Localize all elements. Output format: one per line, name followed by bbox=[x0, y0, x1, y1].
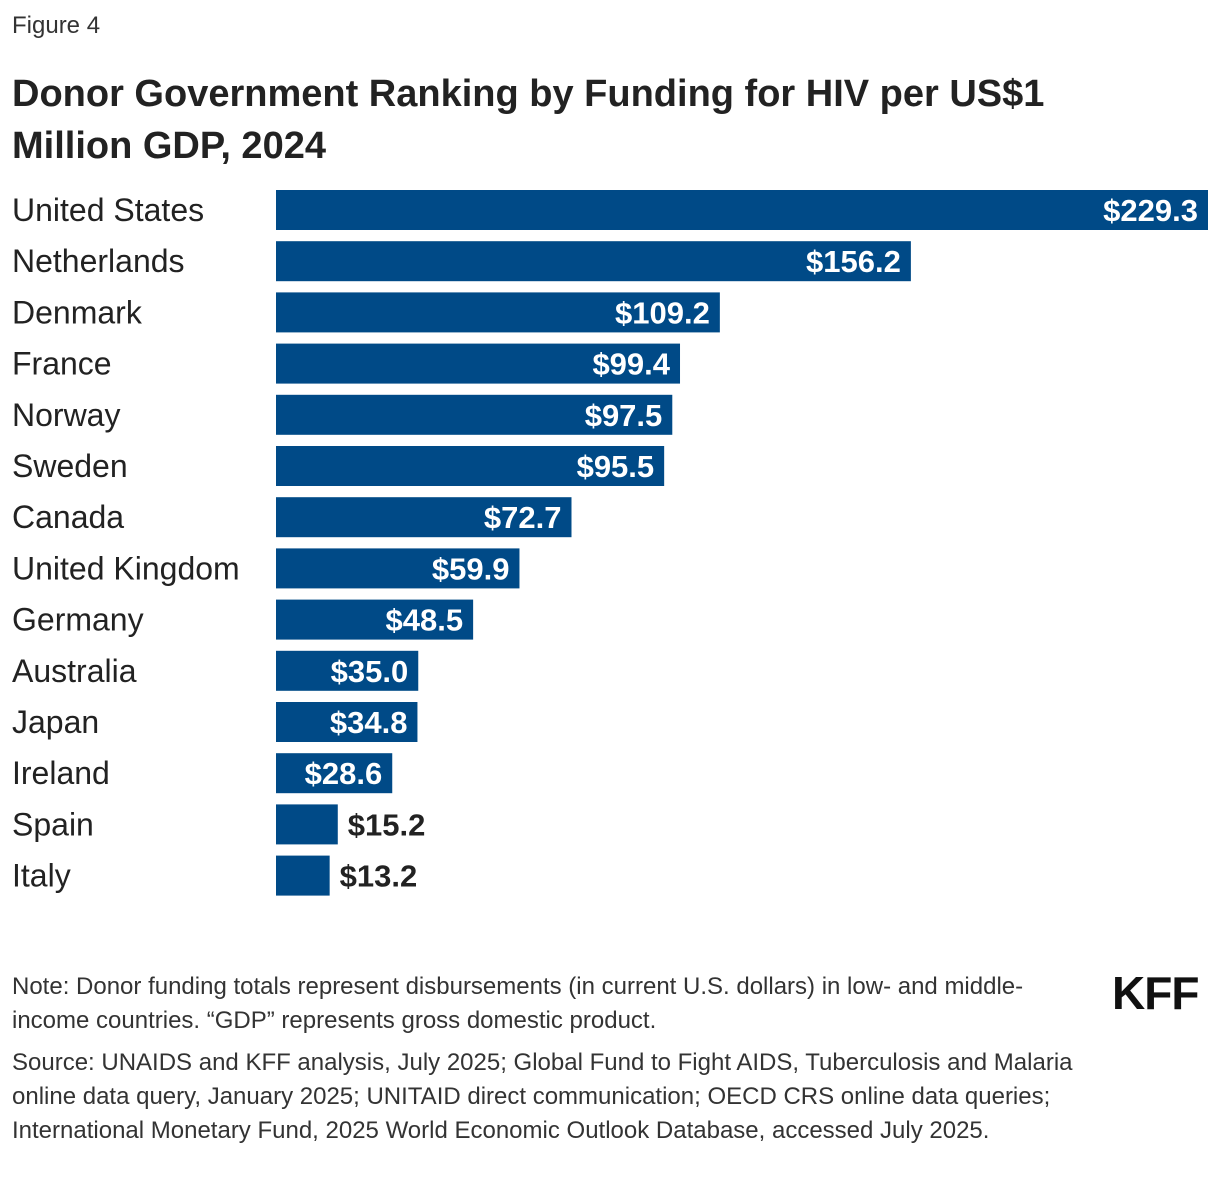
category-label: Canada bbox=[12, 499, 124, 535]
value-label: $156.2 bbox=[806, 244, 901, 279]
value-label: $35.0 bbox=[331, 654, 409, 689]
value-label: $109.2 bbox=[615, 295, 710, 330]
bar bbox=[276, 446, 665, 486]
value-label: $97.5 bbox=[585, 398, 663, 433]
bar bbox=[276, 241, 911, 282]
value-label: $34.8 bbox=[330, 705, 408, 740]
kff-logo: KFF bbox=[1112, 967, 1199, 1019]
category-label: Spain bbox=[12, 806, 94, 842]
category-label: Italy bbox=[12, 858, 71, 894]
category-label: Germany bbox=[12, 602, 144, 638]
value-label: $95.5 bbox=[577, 449, 655, 484]
bar bbox=[276, 394, 673, 435]
chart-title: Donor Government Ranking by Funding for … bbox=[12, 73, 1045, 167]
value-label: $48.5 bbox=[386, 603, 464, 638]
category-label: Norway bbox=[12, 397, 120, 433]
figure-label: Figure 4 bbox=[12, 12, 101, 39]
value-label: $13.2 bbox=[340, 859, 418, 894]
bar-chart: United States $229.3 Netherlands $156.2 Denm… bbox=[12, 190, 1208, 896]
value-label: $229.3 bbox=[1103, 193, 1198, 228]
bar bbox=[276, 855, 330, 896]
category-label: Sweden bbox=[12, 448, 128, 484]
value-label: $59.9 bbox=[432, 551, 510, 586]
bar bbox=[276, 497, 572, 538]
chart-source: Source: UNAIDS and KFF analysis, July 20… bbox=[12, 1049, 1073, 1144]
value-label: $28.6 bbox=[305, 756, 383, 791]
category-label: Denmark bbox=[12, 294, 143, 330]
value-label: $99.4 bbox=[592, 347, 670, 382]
category-label: Netherlands bbox=[12, 243, 185, 279]
category-label: Ireland bbox=[12, 755, 110, 791]
category-label: Australia bbox=[12, 653, 137, 689]
bar bbox=[276, 804, 338, 845]
bar bbox=[276, 292, 720, 333]
bar bbox=[276, 753, 393, 794]
bar bbox=[276, 702, 418, 742]
category-label: United States bbox=[12, 192, 204, 228]
bar bbox=[276, 599, 474, 640]
category-label: United Kingdom bbox=[12, 550, 240, 586]
chart-note: Note: Donor funding totals represent dis… bbox=[12, 973, 1024, 1034]
value-label: $15.2 bbox=[348, 807, 426, 842]
bar bbox=[276, 548, 520, 589]
bar bbox=[276, 343, 681, 384]
bar bbox=[276, 650, 419, 691]
bar bbox=[276, 190, 1208, 230]
category-label: France bbox=[12, 346, 112, 382]
value-label: $72.7 bbox=[484, 500, 562, 535]
category-label: Japan bbox=[12, 704, 99, 740]
